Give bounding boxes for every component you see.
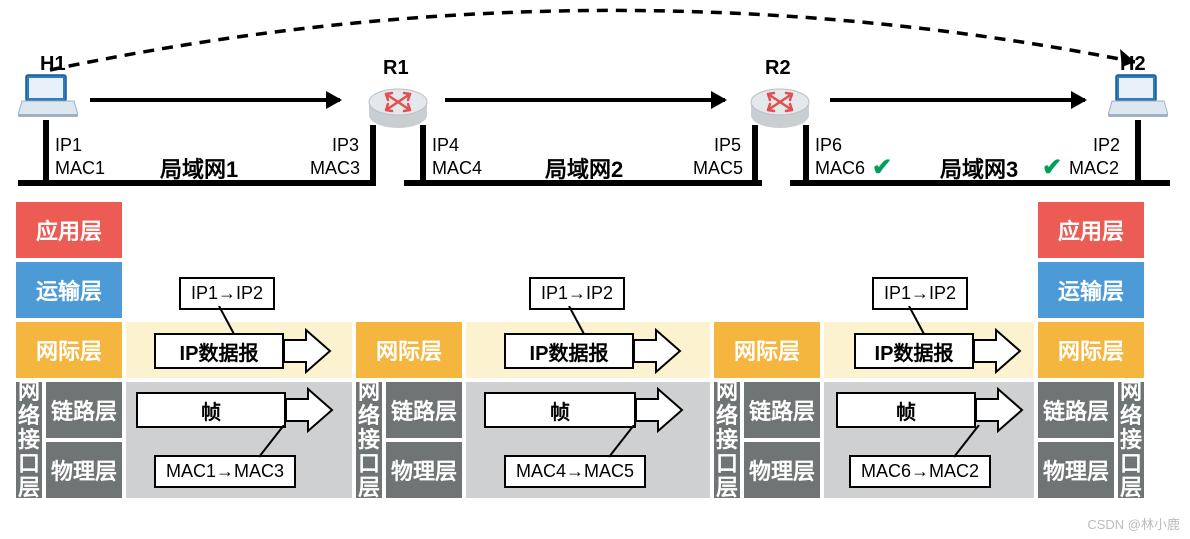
frame-2: 帧 <box>484 392 636 428</box>
h2-ni: 网络接口层 <box>1116 380 1146 500</box>
r1-router-icon <box>368 80 428 130</box>
frame-3: 帧 <box>836 392 976 428</box>
r1-left-ip: IP3 <box>332 135 359 156</box>
hop-arrow-1 <box>90 98 340 102</box>
lan1-label: 局域网1 <box>160 152 238 184</box>
h2-net: 网际层 <box>1036 320 1146 380</box>
r2-ni: 网络接口层 <box>712 380 742 500</box>
mac-tag-1: MAC1→MAC3 <box>154 455 296 488</box>
r2-left-mac: MAC5 <box>693 158 743 179</box>
h1-ni: 网络接口层 <box>14 380 44 500</box>
ip-tag-1-line <box>214 306 244 336</box>
watermark: CSDN @林小鹿 <box>1087 514 1180 533</box>
r2-link: 链路层 <box>742 380 822 440</box>
lan3-label: 局域网3 <box>940 152 1018 184</box>
ip-packet-3: IP数据报 <box>854 333 974 369</box>
h1-laptop-icon <box>18 73 78 118</box>
r1-right-ip: IP4 <box>432 135 459 156</box>
r1-label: R1 <box>383 57 409 80</box>
r1-net: 网际层 <box>354 320 464 380</box>
h2-ip: IP2 <box>1093 135 1120 156</box>
frame-1: 帧 <box>136 392 286 428</box>
h1-ip: IP1 <box>55 135 82 156</box>
r2-phys: 物理层 <box>742 440 822 500</box>
ip-tag-3-line <box>904 306 934 336</box>
layers-grid: 应用层 运输层 网际层 网络接口层 链路层 物理层 网际层 网络接口层 链路层 … <box>14 200 1176 530</box>
h2-app: 应用层 <box>1036 200 1146 260</box>
r1-right-mac: MAC4 <box>432 158 482 179</box>
network-topology: H1 R1 R2 <box>0 0 1190 200</box>
h1-app: 应用层 <box>14 200 124 260</box>
h2-phys: 物理层 <box>1036 440 1116 500</box>
mac-tag-3-line <box>949 425 989 459</box>
mac-tag-2: MAC4→MAC5 <box>504 455 646 488</box>
h1-tick <box>43 120 49 180</box>
h1-trans: 运输层 <box>14 260 124 320</box>
r2-right-tick <box>803 125 809 180</box>
ip-packet-1-arrow <box>284 328 332 374</box>
r1-right-tick <box>420 125 426 180</box>
hop-arrow-2 <box>445 98 725 102</box>
r2-right-mac: MAC6 <box>815 158 865 179</box>
h2-trans: 运输层 <box>1036 260 1146 320</box>
h2-mac: MAC2 <box>1069 158 1119 179</box>
hop-arrow-3 <box>830 98 1085 102</box>
h2-laptop-icon <box>1108 73 1168 118</box>
check-mac6: ✔ <box>872 153 892 182</box>
r2-label: R2 <box>765 57 791 80</box>
mac-tag-2-line <box>604 425 644 459</box>
r1-ni: 网络接口层 <box>354 380 384 500</box>
ip-tag-2-line <box>564 306 594 336</box>
r2-left-tick <box>752 125 758 180</box>
r2-net: 网际层 <box>712 320 822 380</box>
r1-link: 链路层 <box>384 380 464 440</box>
mac-tag-1-line <box>254 425 294 459</box>
h1-link: 链路层 <box>44 380 124 440</box>
r1-left-tick <box>370 125 376 180</box>
ip-packet-2: IP数据报 <box>504 333 634 369</box>
ip-packet-3-arrow <box>974 328 1022 374</box>
r2-right-ip: IP6 <box>815 135 842 156</box>
r1-left-mac: MAC3 <box>310 158 360 179</box>
ip-packet-1: IP数据报 <box>154 333 284 369</box>
h1-phys: 物理层 <box>44 440 124 500</box>
r2-router-icon <box>750 80 810 130</box>
r1-phys: 物理层 <box>384 440 464 500</box>
check-mac2: ✔ <box>1042 153 1062 182</box>
h2-link: 链路层 <box>1036 380 1116 440</box>
lan2-label: 局域网2 <box>545 152 623 184</box>
h1-net: 网际层 <box>14 320 124 380</box>
r2-left-ip: IP5 <box>714 135 741 156</box>
h2-tick <box>1135 120 1141 180</box>
ip-packet-2-arrow <box>634 328 682 374</box>
mac-tag-3: MAC6→MAC2 <box>849 455 991 488</box>
h1-mac: MAC1 <box>55 158 105 179</box>
